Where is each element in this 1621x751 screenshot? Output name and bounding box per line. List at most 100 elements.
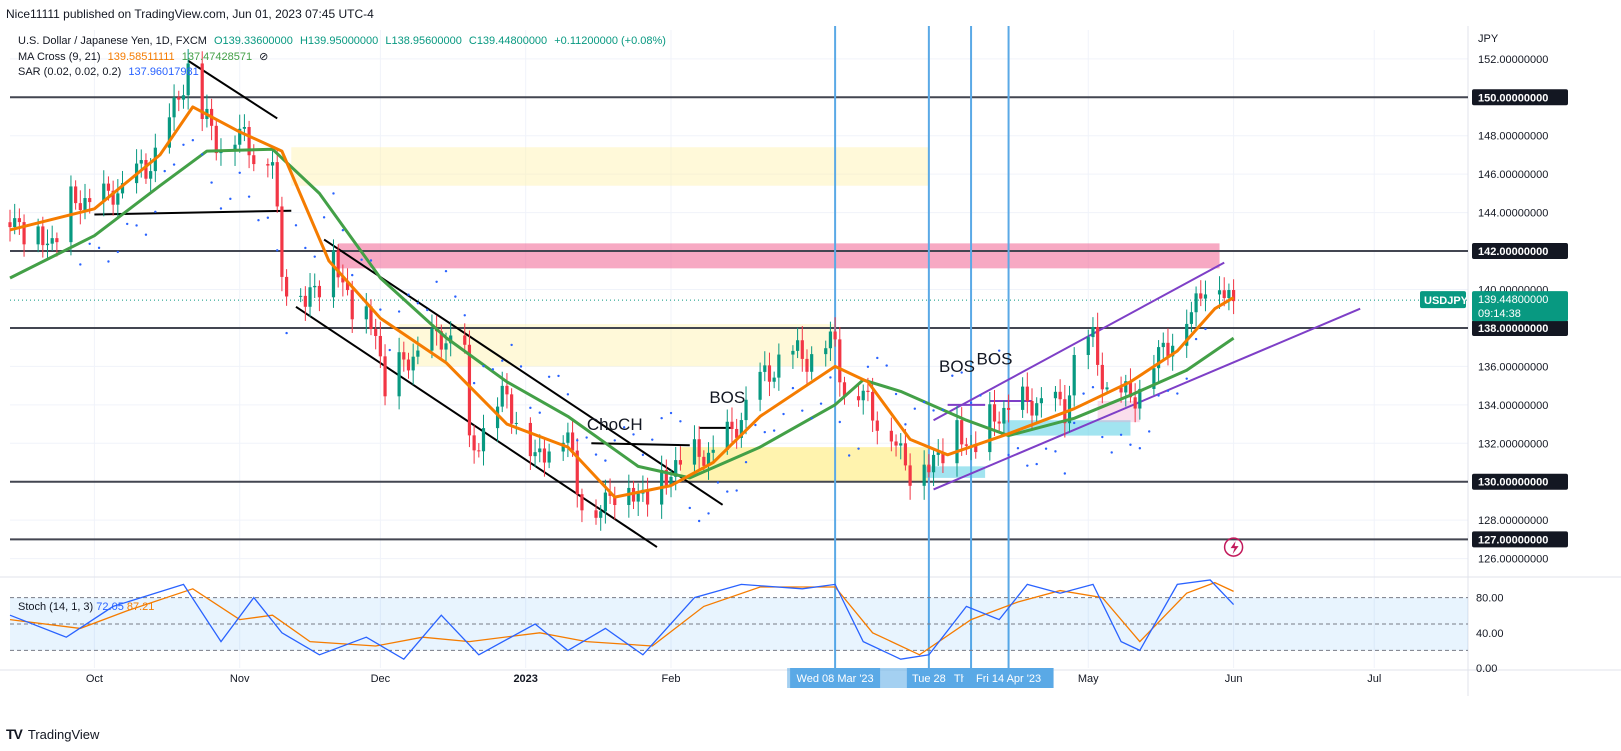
candle-body — [678, 460, 682, 465]
legend-visibility-icon[interactable]: ⊘ — [259, 50, 269, 63]
legend-symbol[interactable]: U.S. Dollar / Japanese Yen, 1D, FXCM — [18, 35, 207, 47]
time-axis-label: 2023 — [513, 673, 537, 685]
candle-body — [1152, 368, 1156, 389]
legend-open: O139.33600000 — [214, 35, 293, 47]
sar-dot — [838, 420, 841, 424]
candle-body — [36, 226, 40, 245]
time-axis[interactable]: Oct Nov Dec 2023 Feb May Jun Jul — [86, 673, 1381, 685]
candle-body — [899, 443, 903, 446]
candle-body — [739, 420, 743, 438]
candle-body — [875, 420, 879, 431]
candle-body — [144, 160, 148, 179]
sar-dot — [951, 374, 954, 377]
sar-dot — [876, 356, 879, 360]
candle-body — [725, 421, 729, 450]
time-axis-label: Nov — [230, 673, 250, 685]
sar-dot — [444, 269, 448, 273]
candle-body — [308, 287, 312, 307]
candle-body — [139, 160, 143, 164]
time-axis-label: May — [1078, 673, 1099, 685]
candle-body — [45, 243, 50, 246]
candle-body — [1105, 387, 1109, 390]
candle-body — [1124, 381, 1128, 393]
candle-body — [149, 171, 153, 179]
date-marker-badge — [963, 668, 1054, 688]
price-axis-label: 134.00000000 — [1478, 400, 1548, 412]
sar-dot — [238, 171, 241, 174]
channel-up-upper — [933, 261, 1225, 422]
candle-body — [74, 186, 78, 204]
candle-body — [1194, 293, 1198, 313]
sar-dot — [997, 349, 1001, 352]
candle-body — [697, 439, 701, 457]
price-axis-label: 126.00000000 — [1478, 554, 1548, 566]
legend-sar-value: 137.96017981 — [128, 66, 199, 78]
sar-dot — [519, 365, 523, 368]
sar-dot — [697, 519, 701, 523]
brand-name[interactable]: TradingView — [27, 726, 100, 742]
candle-body — [627, 487, 631, 506]
currency-label: JPY — [1478, 33, 1499, 45]
symbol-badge — [1420, 291, 1466, 309]
legend-sar-label[interactable]: SAR (0.02, 0.02, 0.2) — [18, 66, 122, 78]
candle-body — [1072, 354, 1076, 396]
candle-body — [331, 250, 336, 298]
candle-body — [613, 495, 617, 506]
sar-dot — [810, 417, 813, 420]
sar-dot — [154, 210, 157, 213]
candle-body — [8, 222, 12, 228]
sar-dot — [463, 314, 466, 317]
sar-dot — [622, 426, 626, 429]
candle-body — [922, 464, 926, 486]
candle-body — [833, 331, 837, 340]
sar-dot — [782, 412, 785, 416]
sar-dot — [341, 229, 345, 232]
stoch-legend: Stoch (14, 1, 3) 72.05 87.21 — [18, 601, 154, 613]
sar-dot — [576, 439, 579, 442]
candle-body — [374, 329, 378, 336]
price-axis[interactable]: 80.00 40.00 0.00 JPY 126.00000000 128.0000000… — [1420, 33, 1568, 675]
candle-body — [997, 421, 1001, 424]
sar-dot — [979, 394, 982, 397]
sar-dot — [1129, 443, 1132, 446]
candle-body — [838, 339, 842, 383]
tradingview-logo-icon[interactable]: TV — [6, 726, 23, 742]
sar-dot — [819, 402, 823, 405]
sar-dot — [894, 392, 898, 396]
candle-body — [200, 63, 204, 120]
candle-body — [167, 117, 171, 148]
candle-body — [1138, 388, 1142, 409]
candle-body — [960, 420, 964, 445]
candle-body — [116, 193, 120, 205]
candle-body — [1171, 345, 1175, 357]
supply-zone-pink — [338, 243, 1220, 269]
sar-dot — [885, 364, 888, 367]
candle-body — [233, 144, 237, 152]
candle-body — [664, 469, 668, 486]
candle-body — [1002, 407, 1006, 424]
sar-dot — [407, 293, 410, 296]
candle-body — [214, 125, 218, 154]
candle-body — [514, 422, 518, 424]
candle-body — [941, 452, 945, 464]
price-axis-label: 132.00000000 — [1478, 438, 1548, 450]
sar-dot — [1026, 464, 1029, 467]
misc-widgets — [1223, 537, 1244, 557]
sar-dot — [191, 138, 195, 142]
level-axis-label: 150.00000000 — [1478, 92, 1548, 104]
level-axis-label: 138.00000000 — [1478, 323, 1548, 335]
candle-body — [669, 476, 673, 486]
candle-body — [242, 126, 247, 129]
sar-dot — [510, 343, 513, 347]
candle-body — [1222, 290, 1226, 299]
candle-body — [1058, 391, 1062, 400]
candle-body — [1039, 398, 1043, 404]
legend-ma-label[interactable]: MA Cross (9, 21) — [18, 50, 101, 63]
sar-dot — [1091, 386, 1095, 389]
price-axis-label: 148.00000000 — [1478, 131, 1548, 143]
legend-high: H139.95000000 — [299, 35, 379, 47]
candle-body — [397, 352, 401, 397]
stoch-label[interactable]: Stoch (14, 1, 3) — [18, 601, 94, 613]
